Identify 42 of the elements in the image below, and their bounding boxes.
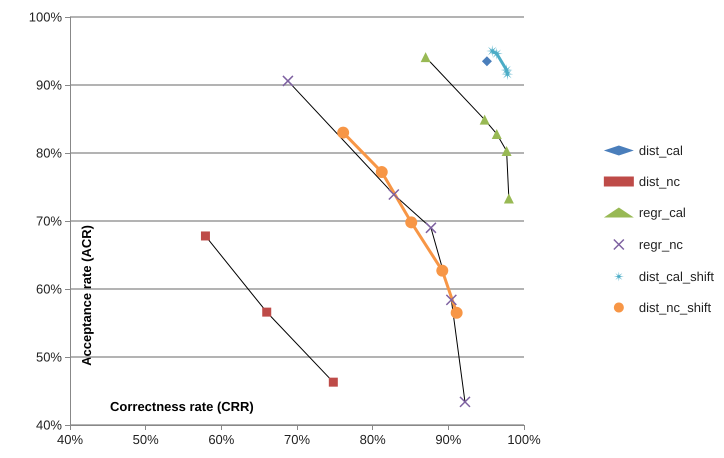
legend-label: dist_cal_shift [638,269,714,284]
y-axis-title: Acceptance rate (ACR) [79,225,94,366]
x-tick-label: 60% [208,432,235,447]
point [388,188,400,200]
legend-label: regr_nc [638,237,684,252]
point [200,231,210,240]
point [282,75,294,87]
point [450,306,463,319]
point [482,56,492,66]
x-tick-label: 80% [360,432,386,447]
legend-label: dist_nc_shift [638,300,712,315]
x-tick-label: 100% [507,432,542,447]
point [262,308,272,317]
point [480,114,490,125]
x-axis-title: Correctness rate (CRR) [110,399,254,414]
point [376,166,388,178]
point [492,128,502,139]
point [405,216,418,228]
y-tick-label: 90% [36,78,62,92]
y-tick-label: 100% [28,10,62,24]
point [459,396,471,408]
y-tick-label: 60% [36,282,62,296]
x-tick-label: 90% [435,432,462,447]
y-tick-label: 80% [36,146,62,160]
legend-label: regr_cal [638,205,686,220]
y-tick-label: 50% [36,350,62,364]
point [436,264,448,277]
y-tick-label: 70% [36,214,62,228]
x-tick-label: 50% [132,432,160,447]
legend-label: dist_nc [638,174,681,189]
point [337,126,350,139]
point [446,294,458,306]
legend-label: dist_cal [638,143,684,158]
point [328,378,338,387]
y-tick-label: 40% [36,418,62,432]
x-tick-label: 70% [284,432,310,447]
point [420,52,431,62]
point [425,222,437,234]
point [490,48,503,60]
point [502,146,512,156]
x-tick-label: 40% [56,432,84,447]
point [504,194,514,204]
